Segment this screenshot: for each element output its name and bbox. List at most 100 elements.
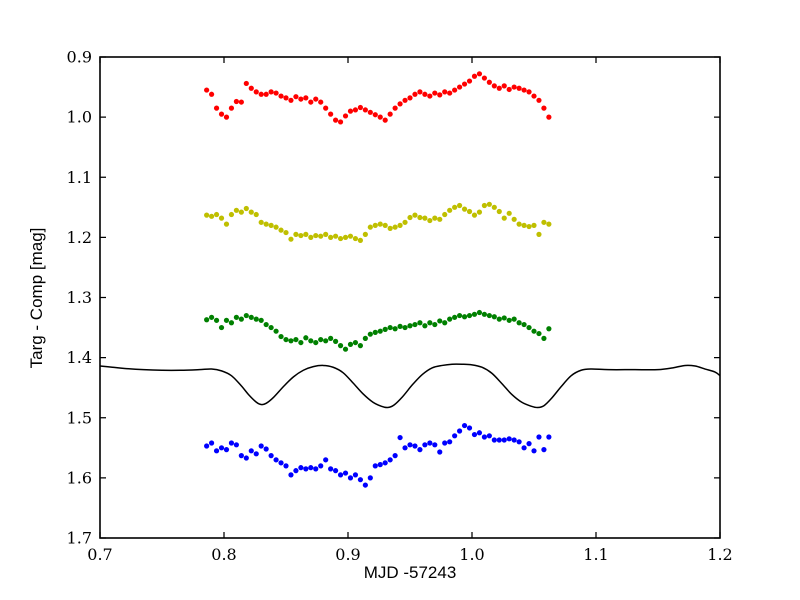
data-point <box>466 425 473 431</box>
data-point <box>541 447 547 453</box>
data-point <box>536 330 542 337</box>
data-point <box>308 234 314 240</box>
data-point <box>352 339 359 346</box>
data-point <box>496 85 502 91</box>
data-point <box>209 91 215 97</box>
data-point <box>427 320 433 326</box>
data-point <box>362 335 368 341</box>
data-point <box>298 232 304 239</box>
data-point <box>481 75 487 81</box>
data-point <box>333 338 339 344</box>
data-point <box>382 117 388 123</box>
data-point <box>337 119 344 125</box>
data-point <box>452 87 458 93</box>
data-point <box>209 314 215 320</box>
data-point <box>243 80 249 87</box>
data-point <box>526 324 532 331</box>
data-point <box>447 207 453 213</box>
axes-frame <box>99 56 721 539</box>
data-point <box>387 225 393 231</box>
data-point <box>471 73 478 79</box>
data-point <box>476 309 483 316</box>
data-point <box>437 216 443 222</box>
x-tick-label: 1.0 <box>459 545 484 564</box>
data-point <box>372 222 378 228</box>
data-point <box>357 237 363 243</box>
y-tick-label: 1.6 <box>67 468 92 487</box>
data-point <box>511 316 517 322</box>
data-point <box>347 233 354 239</box>
data-point <box>466 312 473 319</box>
data-point <box>372 112 378 118</box>
scatter-series-blue-series <box>204 422 552 488</box>
y-tick-label: 1.3 <box>67 288 92 307</box>
data-point <box>342 470 349 476</box>
data-point <box>397 222 403 228</box>
data-point <box>253 89 259 95</box>
data-point <box>476 71 483 77</box>
data-point <box>303 95 309 101</box>
data-point <box>506 436 512 442</box>
data-point <box>253 211 259 218</box>
data-point <box>531 93 537 99</box>
data-point <box>223 317 230 323</box>
data-point <box>313 466 319 472</box>
data-point <box>253 316 259 322</box>
data-point <box>377 462 383 468</box>
data-point <box>288 97 294 103</box>
data-point <box>407 323 413 329</box>
data-point <box>318 463 324 469</box>
data-point <box>407 442 413 448</box>
data-point <box>501 437 507 443</box>
data-point <box>521 321 527 328</box>
data-point <box>496 437 502 443</box>
data-point <box>233 314 239 320</box>
data-point <box>213 105 220 111</box>
data-point <box>402 219 408 225</box>
data-point <box>318 336 324 343</box>
data-point <box>268 324 274 331</box>
data-point <box>536 231 542 237</box>
y-tick-label: 1.7 <box>67 529 92 548</box>
data-point <box>357 343 363 349</box>
data-point <box>412 91 418 97</box>
data-point <box>491 437 497 443</box>
data-point <box>278 333 284 340</box>
data-point <box>303 335 309 341</box>
data-point <box>268 453 274 459</box>
data-point <box>471 212 478 218</box>
data-point <box>501 215 507 221</box>
data-point <box>318 99 324 105</box>
data-point <box>313 96 319 102</box>
data-point <box>367 475 373 481</box>
data-point <box>536 97 542 103</box>
data-point <box>323 457 329 463</box>
data-point <box>377 114 383 120</box>
data-point <box>387 457 393 463</box>
data-point <box>228 320 235 326</box>
data-point <box>308 465 314 471</box>
data-point <box>278 227 284 233</box>
data-point <box>357 104 363 111</box>
x-tick-label: 1.2 <box>707 545 732 564</box>
data-point <box>248 209 254 215</box>
y-tick-label: 0.9 <box>67 48 92 67</box>
x-tick-label: 0.8 <box>211 545 236 564</box>
data-point <box>293 231 299 237</box>
data-point <box>243 455 249 461</box>
data-point <box>412 443 418 449</box>
data-point <box>486 79 492 85</box>
data-point <box>407 214 413 221</box>
data-point <box>407 95 413 101</box>
data-point <box>481 434 487 440</box>
data-point <box>228 211 235 218</box>
data-point <box>506 210 512 216</box>
data-point <box>541 219 547 225</box>
data-point <box>521 222 527 228</box>
data-point <box>417 320 423 326</box>
data-point <box>342 346 349 352</box>
y-axis-label: Targ - Comp [mag] <box>27 228 46 369</box>
data-point <box>288 338 294 344</box>
data-point <box>213 448 220 454</box>
